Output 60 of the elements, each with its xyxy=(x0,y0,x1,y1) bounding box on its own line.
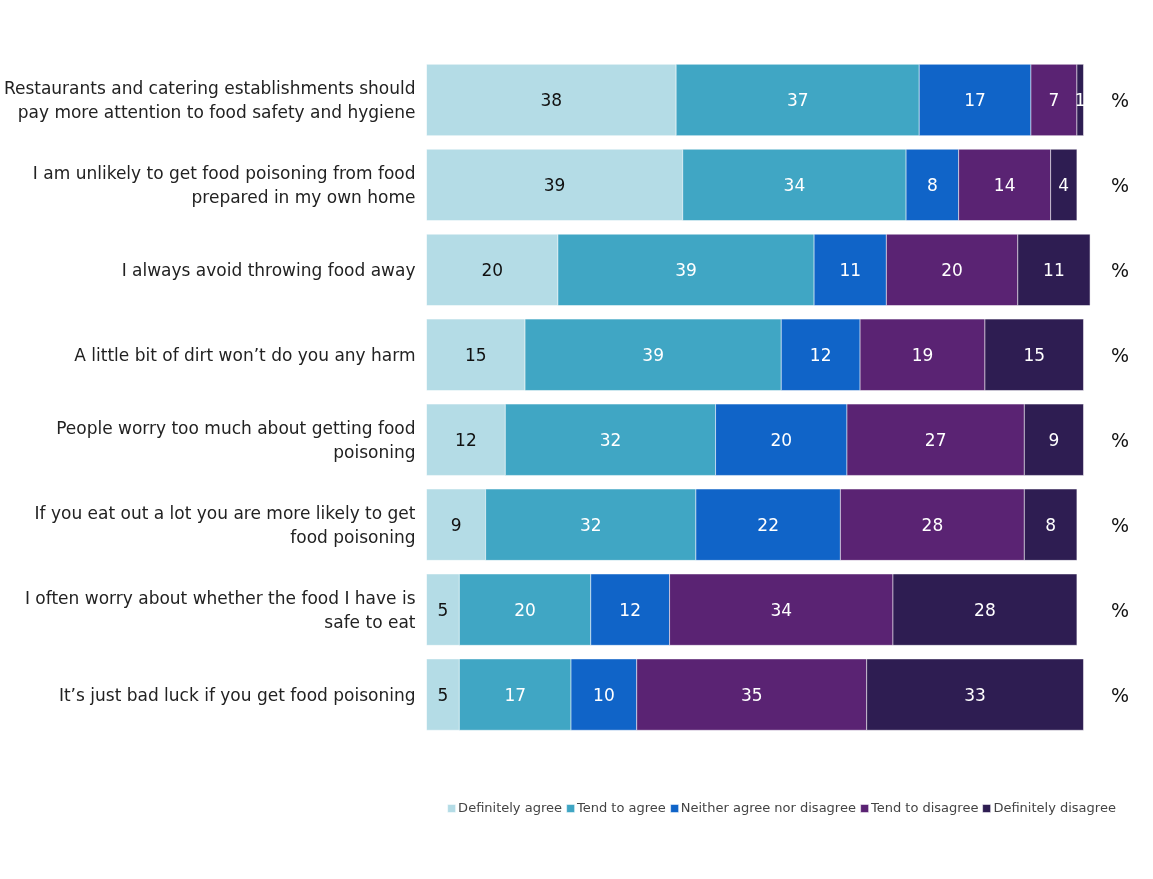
data-label: 20 xyxy=(941,260,963,281)
data-label: 37 xyxy=(786,90,809,111)
data-label: 4 xyxy=(1058,175,1070,196)
data-label: 14 xyxy=(993,175,1016,196)
data-label: 8 xyxy=(926,175,938,196)
data-label: 20 xyxy=(770,430,793,451)
text: % xyxy=(1110,88,1129,111)
text: % xyxy=(1110,428,1129,451)
y-tick-label: People worry too much about getting food poisoning xyxy=(56,417,416,462)
data-label: 32 xyxy=(599,430,622,451)
data-label: 10 xyxy=(593,685,615,706)
data-label: 9 xyxy=(450,515,462,536)
data-label: 17 xyxy=(964,90,986,111)
data-label: 12 xyxy=(619,600,641,621)
data-label: 39 xyxy=(642,345,664,366)
data-label: 34 xyxy=(783,175,806,196)
data-label: 5 xyxy=(437,600,449,621)
y-tick-label: It’s just bad luck if you get food poisoning xyxy=(58,684,416,705)
legend-label: Tend to agree xyxy=(576,800,666,815)
y-tick-label: I am unlikely to get food poisoning from food prepared in my own home xyxy=(32,162,416,207)
data-label: 27 xyxy=(924,430,947,451)
data-label: 7 xyxy=(1048,90,1060,111)
data-label: 35 xyxy=(740,685,763,706)
data-label: 34 xyxy=(770,600,793,621)
y-tick-label: I often worry about whether the food I have is safe to eat xyxy=(24,587,416,632)
y-tick-label: A little bit of dirt won’t do you any harm xyxy=(74,344,416,365)
text: % xyxy=(1110,513,1129,536)
data-label: 39 xyxy=(675,260,697,281)
text: % xyxy=(1110,343,1129,366)
data-label: 33 xyxy=(964,685,986,706)
y-tick-label: Restaurants and catering establishments should pay more attention to food safety and hygiene xyxy=(3,77,416,122)
data-label: 15 xyxy=(1023,345,1046,366)
legend-label: Definitely agree xyxy=(458,800,562,815)
data-label: 20 xyxy=(481,260,504,281)
data-label: 12 xyxy=(809,345,832,366)
data-label: 19 xyxy=(911,345,934,366)
data-label: 11 xyxy=(839,260,862,281)
data-label: 5 xyxy=(437,685,449,706)
data-label: 28 xyxy=(921,515,944,536)
text: % xyxy=(1110,258,1129,281)
data-label: 8 xyxy=(1045,515,1057,536)
legend-label: Tend to disagree xyxy=(870,800,979,815)
data-label: 12 xyxy=(455,430,477,451)
data-label: 17 xyxy=(504,685,527,706)
text: % xyxy=(1110,173,1129,196)
text: % xyxy=(1110,683,1129,706)
data-label: 32 xyxy=(579,515,602,536)
data-label: 20 xyxy=(514,600,536,621)
y-tick-label: If you eat out a lot you are more likely to get food poisoning xyxy=(34,502,416,547)
data-label: 15 xyxy=(464,345,487,366)
legend-label: Neither agree nor disagree xyxy=(680,800,856,815)
legend-label: Definitely disagree xyxy=(993,800,1116,815)
data-label: 9 xyxy=(1048,430,1060,451)
data-label: 22 xyxy=(757,515,779,536)
text: % xyxy=(1110,598,1129,621)
data-label: 28 xyxy=(974,600,996,621)
data-label: 11 xyxy=(1043,260,1065,281)
data-label: 38 xyxy=(540,90,563,111)
y-tick-label: I always avoid throwing food away xyxy=(121,259,416,280)
data-label: 39 xyxy=(543,175,566,196)
